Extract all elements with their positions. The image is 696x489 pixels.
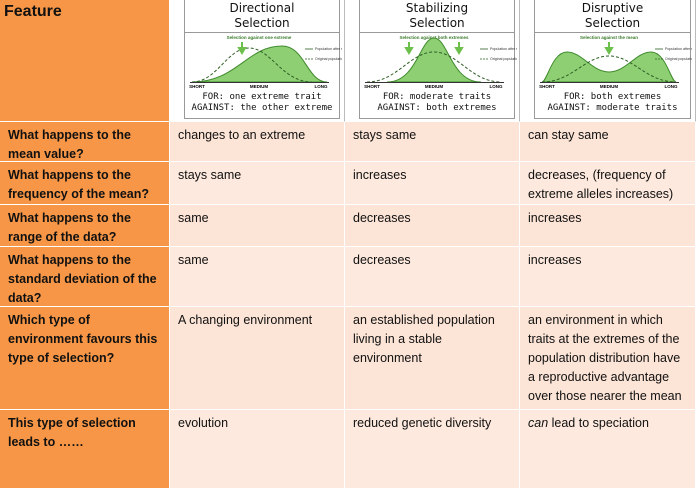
selection-graph: Selection against one extreme SHORT MEDIUM… — [189, 35, 342, 89]
header-box: Disruptive Selection Selection against th… — [534, 0, 692, 119]
against-text: AGAINST: the other extreme — [191, 103, 333, 113]
table-cell: same — [170, 247, 345, 307]
axis-label: MEDIUM — [425, 84, 443, 89]
axis-label: MEDIUM — [600, 84, 618, 89]
table-cell: changes to an extreme — [170, 122, 345, 162]
table-cell: increases — [520, 247, 696, 307]
original-curve — [541, 55, 677, 83]
column-header: Disruptive Selection Selection against th… — [520, 0, 696, 122]
table-cell: reduced genetic diversity — [345, 410, 520, 489]
against-text: AGAINST: both extremes — [377, 103, 497, 113]
axis-label: SHORT — [189, 84, 205, 89]
axis-label: SHORT — [364, 84, 380, 89]
graph-caption: Selection against both extremes — [399, 35, 469, 40]
selection-graph: Selection against the mean SHORT MEDIUM LON… — [539, 35, 692, 89]
emphasis: can — [528, 416, 549, 430]
after-curve — [541, 51, 677, 83]
for-against: FOR: one extreme trait AGAINST: the other… — [185, 92, 339, 114]
arrow — [454, 42, 464, 55]
axis-label: LONG — [490, 84, 503, 89]
for-against: FOR: moderate traits AGAINST: both extrem… — [360, 92, 514, 114]
column-title: Disruptive Selection — [535, 0, 690, 33]
table-cell: stays same — [345, 122, 520, 162]
column-title: Directional Selection — [185, 0, 339, 33]
row-label: This type of selection leads to …… — [0, 410, 170, 489]
arrow — [237, 42, 247, 55]
legend-label: Population after selection — [315, 47, 342, 51]
table-cell: stays same — [170, 162, 345, 205]
column-title: Stabilizing Selection — [360, 0, 514, 33]
row-label: What happens to the standard deviation o… — [0, 247, 170, 307]
legend-label: Original population — [665, 57, 692, 61]
original-curve — [366, 51, 502, 83]
column-header: Directional Selection Selection against o… — [170, 0, 345, 122]
graph-caption: Selection against one extreme — [227, 35, 292, 40]
table-cell: same — [170, 205, 345, 247]
for-text: FOR: both extremes — [563, 92, 662, 102]
after-curve — [191, 45, 328, 83]
graph-caption: Selection against the mean — [580, 35, 638, 40]
legend-label: Population after selection — [665, 47, 692, 51]
table-cell: decreases — [345, 205, 520, 247]
row-label: What happens to the frequency of the mea… — [0, 162, 170, 205]
table-cell: can lead to speciation — [520, 410, 696, 489]
table-cell: can stay same — [520, 122, 696, 162]
after-curve — [386, 37, 482, 83]
axis-label: LONG — [665, 84, 678, 89]
selection-graph: Selection against both extremes SHORT MEDI… — [364, 35, 517, 89]
table-cell: increases — [345, 162, 520, 205]
against-text: AGAINST: moderate traits — [547, 103, 678, 113]
arrow — [404, 42, 414, 55]
arrow — [604, 42, 614, 55]
row-label: What happens to the range of the data? — [0, 205, 170, 247]
for-against: FOR: both extremes AGAINST: moderate trai… — [535, 92, 690, 114]
axis-label: LONG — [315, 84, 328, 89]
table-cell: an environment in which traits at the ex… — [520, 307, 696, 410]
for-text: FOR: one extreme trait — [202, 92, 322, 102]
row-label: Which type of environment favours this t… — [0, 307, 170, 410]
for-text: FOR: moderate traits — [382, 92, 492, 102]
legend-label: Original population — [315, 57, 342, 61]
table-cell: decreases — [345, 247, 520, 307]
axis-label: MEDIUM — [250, 84, 268, 89]
table-cell: increases — [520, 205, 696, 247]
row-label: What happens to the mean value? — [0, 122, 170, 162]
axis-label: SHORT — [539, 84, 555, 89]
header-box: Directional Selection Selection against o… — [184, 0, 342, 119]
cell-text: lead to speciation — [548, 416, 649, 430]
original-curve — [191, 47, 313, 83]
feature-header: Feature — [0, 0, 170, 122]
legend-label: Population after selection — [490, 47, 517, 51]
table-cell: evolution — [170, 410, 345, 489]
table-cell: an established population living in a st… — [345, 307, 520, 410]
table-cell: decreases, (frequency of extreme alleles… — [520, 162, 696, 205]
table-cell: A changing environment — [170, 307, 345, 410]
legend-label: Original population — [490, 57, 517, 61]
